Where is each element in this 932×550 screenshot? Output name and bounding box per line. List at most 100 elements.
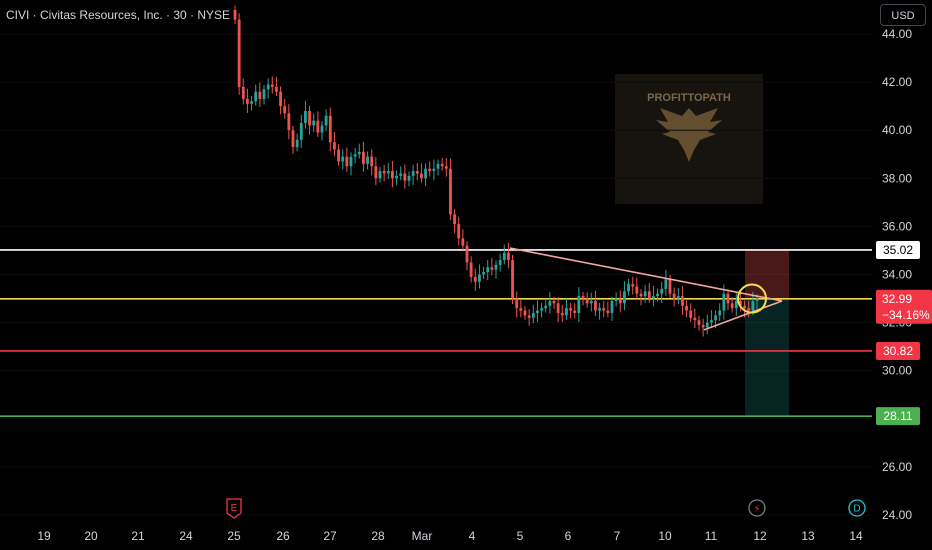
candle — [681, 286, 684, 315]
eagle-icon — [656, 108, 722, 162]
candle — [258, 82, 262, 107]
candle — [718, 303, 722, 321]
earnings-icon[interactable] — [226, 498, 242, 519]
candle-body — [275, 86, 278, 92]
price-tag-text: 28.11 — [883, 409, 912, 423]
event-marker-E[interactable]: E — [226, 498, 242, 519]
y-tick-label: 38.00 — [882, 171, 912, 185]
candle-body — [664, 279, 668, 289]
x-tick-label: 4 — [469, 529, 476, 543]
candle-body — [424, 168, 427, 179]
candle-body — [341, 156, 345, 162]
x-tick-label: 5 — [517, 529, 524, 543]
candle-body — [333, 142, 336, 150]
take-profit-zone — [745, 298, 789, 417]
x-tick-label: 28 — [371, 529, 385, 543]
candle — [515, 291, 519, 318]
candle — [594, 290, 597, 317]
x-tick-label: 20 — [84, 529, 98, 543]
candle-body — [337, 149, 340, 162]
candle-body — [643, 291, 647, 297]
currency-button[interactable]: USD — [880, 4, 926, 26]
event-marker-⚡[interactable]: ⚡ — [748, 499, 766, 517]
candle — [349, 152, 353, 176]
candle-body — [602, 308, 606, 311]
candle — [432, 159, 436, 181]
candle — [589, 292, 593, 312]
candle-body — [594, 300, 597, 311]
candle — [453, 209, 456, 234]
candle-body — [734, 300, 738, 309]
candle — [581, 291, 585, 306]
candle-body — [411, 171, 415, 176]
candle-body — [656, 293, 659, 297]
candle-body — [316, 120, 320, 133]
dividend-icon[interactable] — [848, 499, 866, 517]
candle-body — [299, 122, 303, 140]
candle — [602, 300, 606, 318]
candle — [701, 318, 705, 337]
candle-body — [478, 274, 481, 282]
candle-body — [531, 312, 535, 318]
candle — [304, 100, 307, 129]
candle — [357, 143, 361, 159]
price-axis[interactable]: 24.0026.0028.0030.0032.0034.0036.0038.00… — [872, 0, 932, 550]
candle — [552, 296, 556, 309]
candle-body — [623, 291, 626, 304]
candle-body — [378, 171, 382, 179]
candle — [333, 132, 336, 157]
candle — [283, 98, 287, 119]
candle-body — [428, 168, 432, 172]
time-axis[interactable]: 19 20 21 24 25 26 27 28 Mar 4 5 6 7 10 11 12 13 14 — [37, 529, 863, 543]
trendline-upper[interactable] — [509, 247, 783, 302]
candle — [320, 121, 324, 141]
candle — [573, 303, 577, 319]
candle — [345, 147, 349, 172]
candle — [250, 96, 253, 111]
x-tick-label: 12 — [753, 529, 767, 543]
candle-body — [362, 151, 365, 164]
candle — [577, 287, 581, 323]
x-tick-label: 6 — [565, 529, 572, 543]
candle — [565, 298, 568, 320]
candle-body — [573, 310, 577, 313]
candle-body — [461, 238, 465, 246]
candle-body — [527, 315, 531, 318]
candle-body — [681, 296, 684, 306]
price-tag-30.82 — [876, 341, 920, 360]
candle-body — [722, 293, 726, 311]
candle-body — [589, 300, 593, 304]
candle — [498, 253, 502, 272]
candles — [233, 5, 759, 337]
candle — [233, 5, 237, 24]
event-markers[interactable]: E ⚡ D — [226, 498, 866, 519]
candle — [710, 310, 713, 327]
symbol-legend[interactable]: CIVI · Civitas Resources, Inc. · 30 · NY… — [6, 8, 231, 22]
highlight-circle — [737, 283, 767, 314]
news-icon[interactable] — [748, 499, 766, 517]
candle — [560, 304, 564, 323]
candle-body — [407, 175, 411, 181]
current-price-tag — [876, 289, 932, 324]
candle-body — [511, 260, 514, 299]
candle — [378, 166, 382, 183]
candle — [457, 216, 461, 246]
candle-body — [291, 130, 295, 148]
trendlines[interactable] — [509, 247, 783, 331]
candle — [726, 289, 730, 311]
candle-body — [490, 267, 494, 270]
candle — [415, 162, 419, 181]
candle-body — [357, 151, 361, 155]
trendline-lower[interactable] — [703, 300, 783, 331]
event-marker-D[interactable]: D — [848, 499, 866, 517]
x-tick-label: 14 — [849, 529, 863, 543]
x-tick-label: Mar — [412, 529, 433, 543]
candle-body — [565, 308, 568, 316]
candle — [610, 296, 614, 321]
candle-body — [515, 298, 519, 309]
candle — [689, 303, 693, 323]
candle-body — [685, 305, 688, 311]
event-label: D — [853, 504, 860, 515]
candle-body — [440, 163, 444, 167]
